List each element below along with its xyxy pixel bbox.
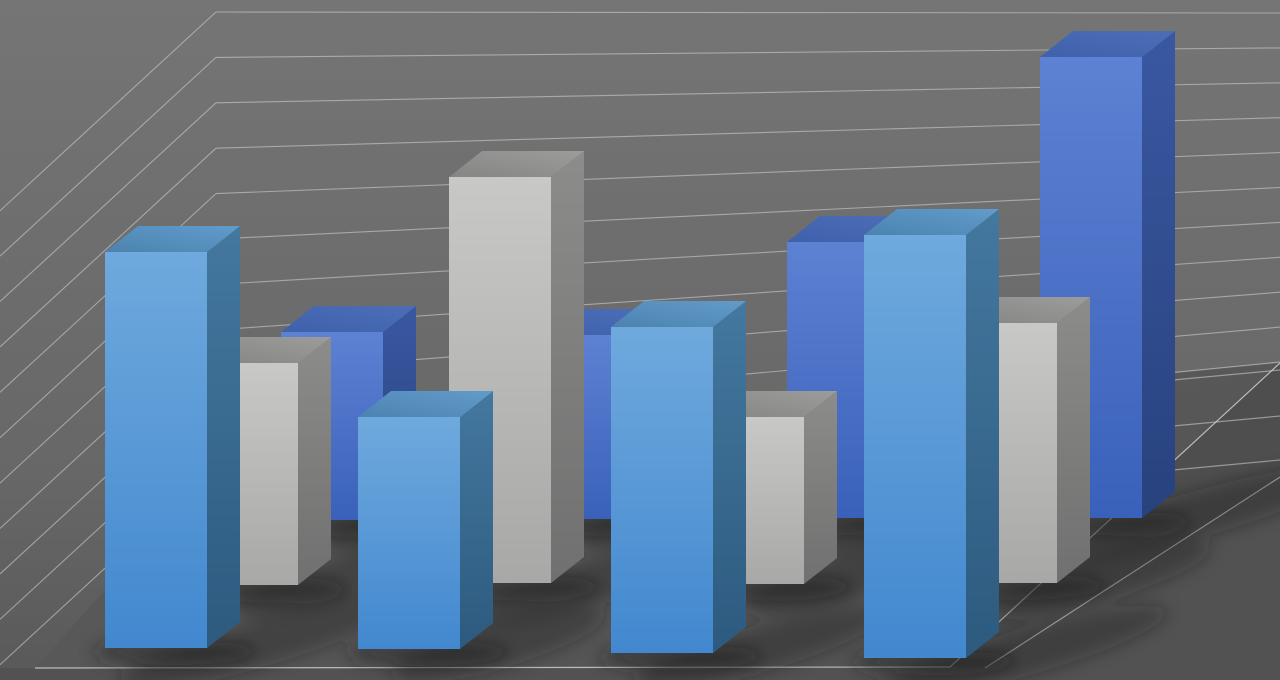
floor-row-line <box>1172 459 1280 471</box>
bar-side-face <box>1057 297 1090 583</box>
bar-top-face <box>611 301 746 327</box>
floor-row-line <box>1172 369 1280 381</box>
bar-cat1-light-blue <box>105 226 240 648</box>
bar-top-face <box>105 226 240 252</box>
left-wall-gridline <box>0 56 217 257</box>
bar-cat3-light-blue <box>611 301 746 653</box>
bar-top-face <box>281 306 416 332</box>
bar-cast-shadow <box>1043 464 1280 564</box>
bar-top-face <box>358 391 493 417</box>
bar-side-face <box>460 391 493 649</box>
bar-cat2-light-blue <box>358 391 493 649</box>
bar-cast-shadow <box>872 606 1168 680</box>
wall-gridline <box>215 11 1280 14</box>
bar-top-face <box>1040 31 1175 57</box>
bar-cat4-light-blue <box>864 209 999 658</box>
bar-front-face <box>358 417 460 649</box>
bar-top-face <box>864 209 999 235</box>
bar-cast-shadow <box>117 597 401 680</box>
bar-side-face <box>551 151 584 583</box>
left-wall-gridline <box>0 102 217 302</box>
left-wall-gridline <box>0 11 217 212</box>
floor-row-line <box>1172 415 1280 427</box>
bar-cast-shadow <box>984 539 1211 619</box>
bar-front-face <box>611 327 713 653</box>
bar-cast-shadow <box>391 607 606 680</box>
bar-side-face <box>1142 31 1175 518</box>
bar-top-face <box>449 151 584 177</box>
left-wall-gridline <box>0 147 217 348</box>
bar-side-face <box>966 209 999 658</box>
bar-side-face <box>804 391 837 584</box>
bar-side-face <box>207 226 240 648</box>
floor-apron <box>0 477 1280 680</box>
bar-front-face <box>864 235 966 658</box>
bar-cast-shadow <box>632 606 886 680</box>
bar-side-face <box>713 301 746 653</box>
bar-front-face <box>105 252 207 648</box>
bar-side-face <box>298 337 331 585</box>
